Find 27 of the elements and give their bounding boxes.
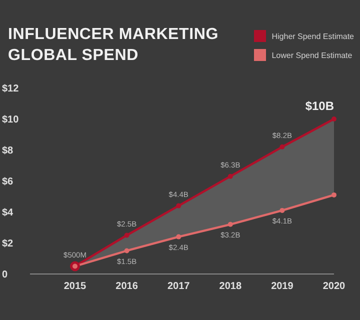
x-tick-label: 2015 <box>64 281 87 292</box>
x-tick-label: 2018 <box>219 281 242 292</box>
legend-label: Higher Spend Estimate <box>272 32 354 40</box>
y-tick-label: 0 <box>2 270 8 281</box>
y-tick-label: $6 <box>2 176 14 188</box>
data-label: $10B <box>305 99 334 113</box>
x-tick-label: 2016 <box>116 281 138 292</box>
point <box>332 116 336 122</box>
y-tick-label: $10 <box>2 114 20 126</box>
x-tick-label: 2020 <box>322 281 346 292</box>
point <box>124 232 130 238</box>
point <box>280 208 285 213</box>
point <box>176 234 182 240</box>
point <box>228 222 233 227</box>
point <box>228 174 233 179</box>
point <box>332 192 336 198</box>
legend-label: Lower Spend Estimate <box>272 50 352 60</box>
y-tick-label: $12 <box>2 84 20 95</box>
x-tick-label: 2019 <box>271 281 294 292</box>
point <box>176 203 182 208</box>
y-tick-label: $8 <box>2 146 14 157</box>
x-tick-label: 2017 <box>167 281 190 292</box>
chart-title: INFLUENCER MARKETING GLOBAL SPEND <box>8 25 220 66</box>
y-tick-label: $4 <box>2 208 14 219</box>
y-tick-label: $2 <box>2 238 14 250</box>
point <box>280 144 285 150</box>
point <box>124 248 130 254</box>
